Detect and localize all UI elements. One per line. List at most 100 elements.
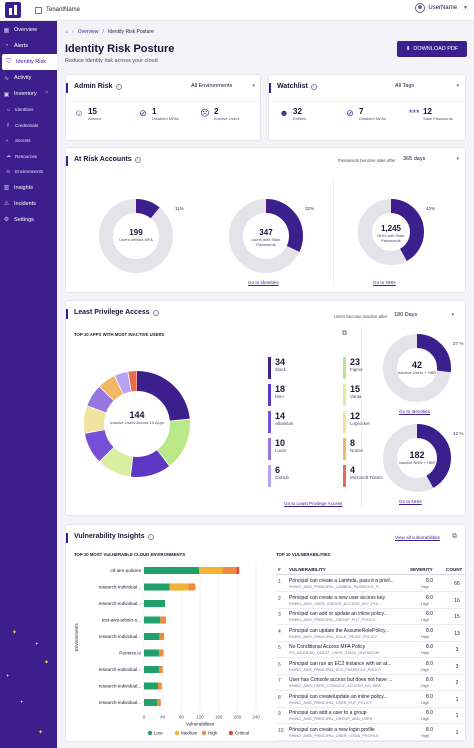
app-tile-notion[interactable]: 8 Notion	[343, 438, 403, 460]
environment-select[interactable]: All Environments ▾	[191, 83, 255, 89]
slice-figma[interactable]	[84, 371, 190, 477]
info-icon[interactable]: i	[310, 83, 317, 90]
table-row[interactable]: 9 Principal can add a user to a group RHIN…	[276, 708, 466, 724]
app-tile-miro[interactable]: 18 Miro	[268, 384, 328, 406]
slice-slack[interactable]	[84, 371, 190, 477]
tags-select[interactable]: All Tags ▾	[395, 83, 459, 89]
stat-admins[interactable]: ☺ 15 Admins	[74, 107, 101, 121]
bar-high[interactable]	[159, 633, 165, 640]
stat-label: Disabled MFAs	[152, 116, 179, 121]
stat-inactive-users[interactable]: ☹ 2 Inactive Users	[200, 107, 239, 121]
sidebar-item-settings[interactable]: ⚙ Settings	[0, 212, 57, 228]
user-menu[interactable]: UserName ▼	[415, 3, 468, 13]
severity-score: 8.0	[426, 693, 433, 700]
app-color-bar	[268, 411, 271, 433]
severity-label: High	[421, 684, 429, 688]
sidebar-item-identity-risk[interactable]: ⛉ Identity Risk	[2, 54, 57, 70]
bar-high[interactable]	[222, 567, 237, 574]
download-pdf-button[interactable]: ⬇ DOWNLOAD PDF	[397, 41, 467, 57]
donut-link[interactable]: Go to NHIs	[399, 499, 422, 504]
breadcrumb-overview[interactable]: Overview	[77, 29, 99, 35]
info-icon[interactable]: i	[134, 156, 141, 163]
stat-stale-passwords[interactable]: *** 12 Stale Passwords	[409, 107, 453, 121]
chevron-down-icon: ▾	[456, 83, 459, 89]
donut-link[interactable]: Go to Identities	[399, 409, 430, 414]
external-link-icon[interactable]: ⧉	[342, 330, 347, 337]
avatar	[415, 3, 426, 13]
sidebar-item-activity[interactable]: ∿ Activity	[0, 70, 57, 86]
bar-high[interactable]	[158, 682, 162, 690]
bar-low[interactable]	[144, 682, 158, 690]
bar-low[interactable]	[144, 616, 161, 624]
app-tile-github[interactable]: 6 GitHub	[268, 465, 328, 487]
sidebar-item-alerts[interactable]: ◔ Alerts	[0, 38, 57, 54]
external-link-icon[interactable]: ⧉	[452, 533, 457, 540]
bar-high[interactable]	[157, 699, 161, 706]
least-privilege-link[interactable]: Go to Least Privilege Access	[284, 501, 343, 506]
tenant-name[interactable]: TenantName	[46, 7, 81, 13]
table-row[interactable]: 5 No Conditional Access MFA Policy PO_AZUR…	[276, 642, 466, 658]
app-color-bar	[343, 411, 346, 433]
bar-low[interactable]	[144, 633, 160, 640]
sidebar-item-incidents[interactable]: ⚠ Incidents	[0, 196, 57, 212]
bar-high[interactable]	[158, 666, 163, 673]
donut-fill	[358, 199, 424, 265]
stale-days-select[interactable]: 365 days ▾	[403, 156, 459, 162]
info-icon[interactable]: i	[115, 83, 122, 90]
info-icon[interactable]: i	[147, 533, 154, 540]
home-icon[interactable]: ⌂	[65, 29, 69, 35]
app-tile-figma[interactable]: 23 Figma	[343, 357, 403, 379]
app-color-bar	[268, 384, 271, 406]
bar-low[interactable]	[144, 600, 165, 607]
bar-low[interactable]	[144, 699, 158, 706]
donut-link[interactable]: Go to NHIs	[373, 280, 396, 285]
app-logo[interactable]	[5, 2, 21, 18]
bar-high[interactable]	[188, 583, 196, 591]
table-row[interactable]: 3 Principal can add or update an inline p…	[276, 609, 466, 625]
inactive-users-center: 144 Inactive Users Across 10 Apps	[109, 410, 165, 425]
bar-critical[interactable]	[236, 567, 240, 574]
sidebar-item-label: Insights	[14, 184, 33, 191]
table-row[interactable]: 10 Principal can create a new login profi…	[276, 725, 466, 741]
info-icon[interactable]: i	[152, 309, 159, 316]
sidebar-item-overview[interactable]: ▦ Overview	[0, 22, 57, 38]
sidebar-item-insights[interactable]: ▥ Insights	[0, 180, 57, 196]
table-row[interactable]: 8 Principal can create/update an inline p…	[276, 692, 466, 708]
sidebar-item-credentials[interactable]: ⚷ Credentials	[0, 118, 57, 134]
stat-entities[interactable]: ☻ 32 Entities	[279, 107, 306, 121]
sidebar-item-environments[interactable]: ≋ Environments	[0, 164, 57, 180]
table-row[interactable]: 6 Principal can run an EC2 instance with …	[276, 659, 466, 675]
vulnerability-insights-card: Vulnerability Insights i View all vulnera…	[65, 524, 466, 742]
app-tile-atlassian[interactable]: 14 Atlassian	[268, 411, 328, 433]
bar-low[interactable]	[144, 567, 200, 574]
slice-logrocket[interactable]	[84, 371, 190, 477]
slice-miro[interactable]	[84, 371, 190, 477]
app-tile-microsoft-teams[interactable]: 4 Microsoft Teams	[343, 465, 403, 487]
bar-medium[interactable]	[199, 567, 223, 574]
sidebar-item-secrets[interactable]: ▪ Secrets	[0, 133, 57, 149]
bar-medium[interactable]	[169, 583, 189, 591]
stat-disabled-mfas[interactable]: ⊘ 7 Disabled MFAs	[345, 107, 386, 121]
bar-low[interactable]	[144, 649, 159, 657]
stat-disabled-mfas[interactable]: ⊘ 1 Disabled MFAs	[138, 107, 179, 121]
bar-high[interactable]	[160, 616, 166, 624]
app-tile-slack[interactable]: 34 Slack	[268, 357, 328, 379]
table-row[interactable]: 2 Principal can create a new user access …	[276, 593, 466, 609]
bar-low[interactable]	[144, 666, 159, 673]
table-row[interactable]: 4 Principal can update the AssumeRolePoli…	[276, 626, 466, 642]
bar-low[interactable]	[144, 583, 170, 591]
chart-icon: ▥	[3, 185, 10, 191]
app-tile-vanta[interactable]: 15 Vanta	[343, 384, 403, 406]
app-tile-logrocket[interactable]: 12 Logrocket	[343, 411, 403, 433]
bar-high[interactable]	[158, 649, 164, 657]
table-row[interactable]: 7 User has Console access but does not ha…	[276, 675, 466, 691]
inactive-days-select[interactable]: 180 Days ▾	[394, 312, 454, 318]
sidebar-item-inventory[interactable]: ▣ Inventory ⌃	[0, 86, 57, 102]
view-all-vulnerabilities-link[interactable]: View all vulnerabilities	[395, 535, 440, 540]
severity-score: 8.0	[426, 644, 433, 650]
app-tile-loom[interactable]: 10 Loom	[268, 438, 328, 460]
donut-link[interactable]: Go to identities	[248, 280, 279, 285]
sidebar-item-resources[interactable]: ☁ Resources	[0, 149, 57, 165]
table-row[interactable]: 1 Principal can create a Lambda, pass it …	[276, 576, 466, 592]
sidebar-item-identities[interactable]: ☺ Identities	[0, 102, 57, 118]
